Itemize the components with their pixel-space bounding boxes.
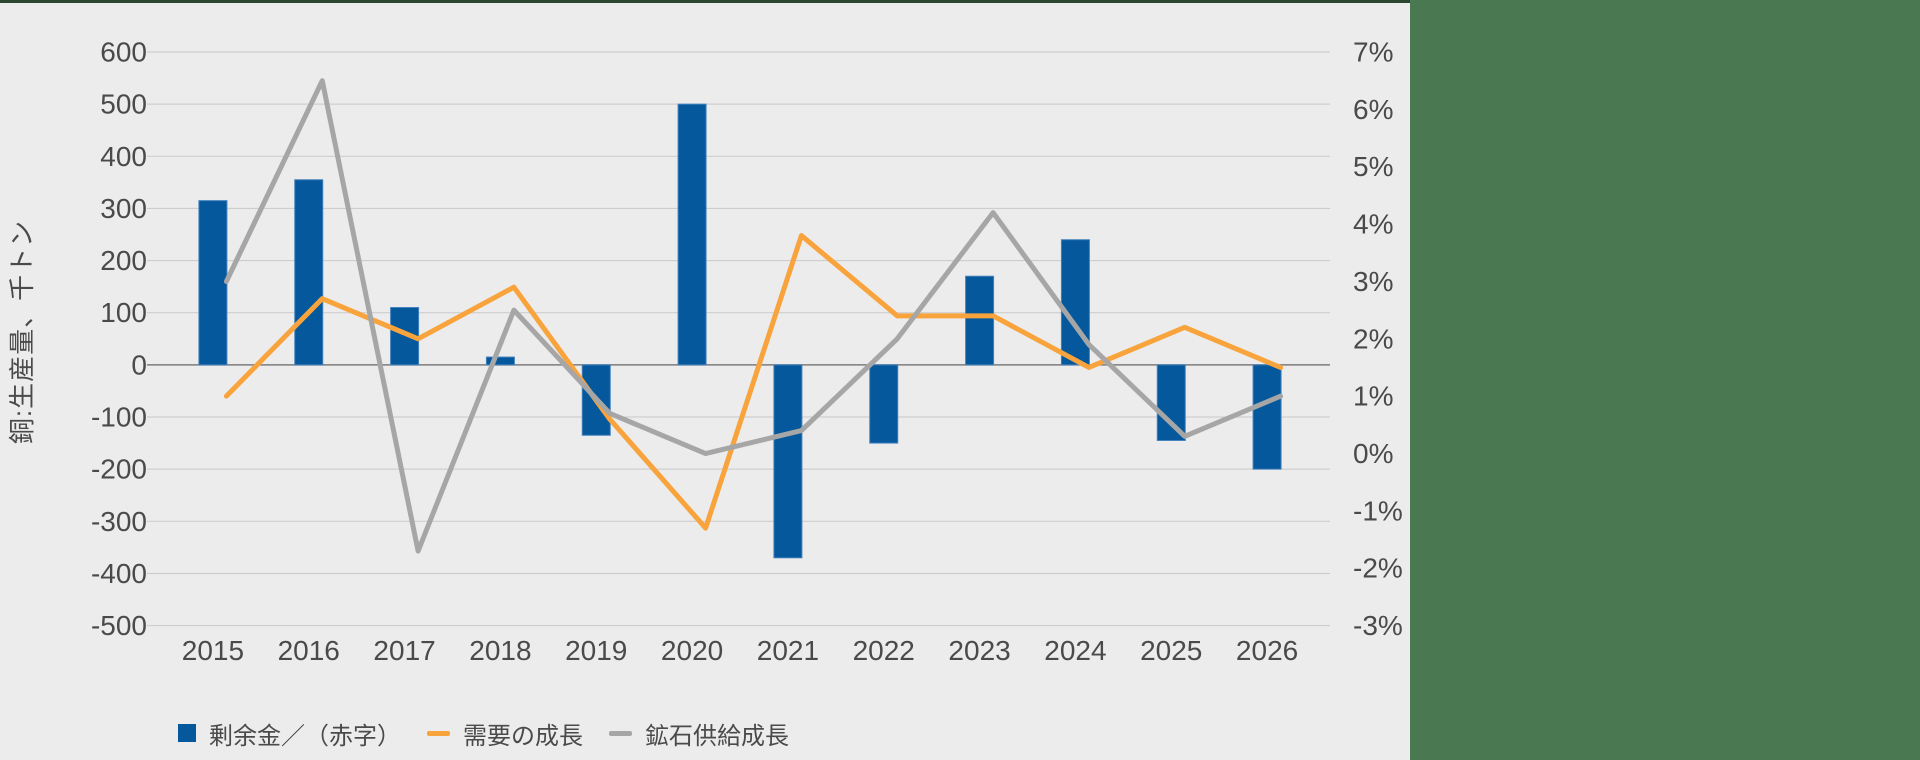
x-axis-year-label: 2023 [948, 635, 1010, 666]
x-axis-year-label: 2020 [661, 635, 723, 666]
left-axis-tick-label: -200 [91, 454, 147, 485]
right-axis-tick-label: -1% [1353, 495, 1403, 526]
surplus-deficit-bar [294, 179, 324, 366]
right-axis-tick-label: 2% [1353, 323, 1393, 354]
x-axis-year-label: 2018 [469, 635, 531, 666]
legend-label: 需要の成長 [463, 722, 583, 750]
right-axis-tick-label: 3% [1353, 266, 1393, 297]
legend-item: 鉱石供給成長 [609, 716, 789, 751]
left-axis-tick-label: 0 [131, 349, 147, 380]
left-axis-tick-label: 200 [100, 245, 147, 276]
window-top-border [0, 0, 1920, 3]
left-axis-tick-label: -400 [91, 558, 147, 589]
right-axis-tick-label: -3% [1353, 610, 1403, 641]
legend-square-swatch [178, 724, 196, 742]
x-axis-year-label: 2017 [373, 635, 435, 666]
left-axis-tick-label: -500 [91, 610, 147, 641]
right-axis-tick-label: 0% [1353, 438, 1393, 469]
legend-item: 剰余金／（赤字） [178, 716, 401, 751]
left-axis-tick-label: 500 [100, 89, 147, 120]
legend-item: 需要の成長 [427, 716, 583, 751]
left-axis-tick-label: 600 [100, 37, 147, 68]
surplus-deficit-bar [965, 275, 995, 366]
surplus-deficit-bar [198, 200, 228, 366]
surplus-deficit-bar [773, 364, 803, 559]
legend-line-swatch [609, 730, 632, 736]
ore-supply-growth-line [223, 78, 1284, 554]
right-axis-tick-label: -2% [1353, 553, 1403, 584]
right-axis-tick-label: 6% [1353, 94, 1393, 125]
legend-label: 剰余金／（赤字） [209, 722, 401, 750]
x-axis-year-label: 2015 [182, 635, 244, 666]
x-axis-year-label: 2024 [1044, 635, 1106, 666]
right-axis-tick-label: 1% [1353, 381, 1393, 412]
legend-label: 鉱石供給成長 [645, 722, 789, 750]
x-axis-year-label: 2026 [1236, 635, 1298, 666]
right-axis-tick-label: 4% [1353, 209, 1393, 240]
left-axis-title: 銅:生産量、千トン [7, 219, 37, 445]
x-axis-year-label: 2019 [565, 635, 627, 666]
surplus-deficit-bar [1156, 364, 1186, 441]
right-axis-tick-label: 7% [1353, 37, 1393, 68]
x-axis-labels: 2015 2016 2017 2018 2019 2020 2021 2022 2023 2024… [182, 635, 1298, 666]
left-axis-tick-label: -100 [91, 402, 147, 433]
left-axis-tick-label: 300 [100, 193, 147, 224]
legend-line-swatch [427, 730, 450, 736]
surplus-deficit-bar [1060, 239, 1090, 366]
x-axis-year-label: 2022 [853, 635, 915, 666]
right-axis-labels: 7% 6% 5% 4% 3% 2% 1% 0% -1% -2% -3% [1353, 37, 1403, 642]
line-path [223, 78, 1284, 554]
right-axis-tick-label: 5% [1353, 151, 1393, 182]
left-axis-labels: 600 500 400 300 200 100 0 -100 -200 -300 -400 -500 [91, 37, 147, 642]
left-axis-tick-label: -300 [91, 506, 147, 537]
x-axis-year-label: 2025 [1140, 635, 1202, 666]
surplus-deficit-bar [1252, 364, 1282, 470]
gridlines [147, 51, 1330, 627]
chart-area: 600 500 400 300 200 100 0 -100 -200 -300 -400 -500 7… [7, 37, 1403, 750]
x-axis-year-label: 2016 [278, 635, 340, 666]
chart-legend: 剰余金／（赤字） 需要の成長 鉱石供給成長 [178, 716, 789, 750]
x-axis-year-label: 2021 [757, 635, 819, 666]
surplus-deficit-bar [485, 356, 515, 366]
right-side-panel [1410, 0, 1920, 760]
combo-chart: 600 500 400 300 200 100 0 -100 -200 -300 -400 -500 7… [91, 37, 1403, 667]
bar-series [198, 103, 1282, 559]
left-axis-tick-label: 100 [100, 297, 147, 328]
surplus-deficit-bar [677, 103, 707, 366]
left-axis-tick-label: 400 [100, 141, 147, 172]
surplus-deficit-bar [869, 364, 899, 444]
